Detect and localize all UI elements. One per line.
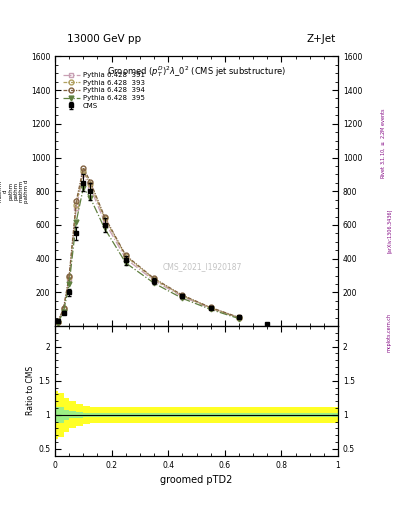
Pythia 6.428  394 — [180, 292, 185, 298]
Pythia 6.428  393 — [55, 319, 60, 325]
Pythia 6.428  393 — [152, 276, 156, 282]
Pythia 6.428  394 — [88, 179, 93, 185]
Pythia 6.428  391 — [123, 255, 128, 262]
Line: Pythia 6.428  391: Pythia 6.428 391 — [55, 172, 241, 325]
Pythia 6.428  393 — [74, 202, 79, 208]
Pythia 6.428  395 — [61, 309, 66, 315]
Pythia 6.428  395 — [88, 195, 93, 201]
Pythia 6.428  393 — [61, 306, 66, 312]
Y-axis label: Ratio to CMS: Ratio to CMS — [26, 367, 35, 415]
Pythia 6.428  391 — [61, 306, 66, 312]
Pythia 6.428  391 — [237, 315, 241, 321]
Pythia 6.428  393 — [81, 168, 86, 174]
Pythia 6.428  395 — [55, 319, 60, 326]
Pythia 6.428  394 — [55, 319, 60, 325]
Pythia 6.428  391 — [67, 276, 72, 282]
Pythia 6.428  394 — [102, 214, 107, 220]
Pythia 6.428  395 — [123, 260, 128, 266]
Text: CMS_2021_I1920187: CMS_2021_I1920187 — [162, 262, 242, 271]
Text: Z+Jet: Z+Jet — [307, 33, 336, 44]
Y-axis label: 1 /
mathrm
d$^2$N
/
mathrm
d
mathrm
d
pathm
pathm
mathrm
pathm d: 1 / mathrm d$^2$N / mathrm d mathrm d pa… — [0, 180, 29, 203]
Legend: Pythia 6.428  391, Pythia 6.428  393, Pythia 6.428  394, Pythia 6.428  395, CMS: Pythia 6.428 391, Pythia 6.428 393, Pyth… — [61, 71, 146, 110]
Pythia 6.428  394 — [81, 164, 86, 170]
Text: [arXiv:1306.3436]: [arXiv:1306.3436] — [387, 208, 391, 252]
Pythia 6.428  394 — [152, 275, 156, 282]
Pythia 6.428  393 — [208, 305, 213, 311]
Pythia 6.428  393 — [237, 315, 241, 321]
Pythia 6.428  393 — [123, 253, 128, 259]
Line: Pythia 6.428  394: Pythia 6.428 394 — [55, 165, 241, 325]
Pythia 6.428  391 — [152, 278, 156, 284]
Pythia 6.428  395 — [208, 306, 213, 312]
Pythia 6.428  394 — [61, 305, 66, 311]
Text: Rivet 3.1.10, $\geq$ 2.2M events: Rivet 3.1.10, $\geq$ 2.2M events — [379, 108, 387, 179]
Pythia 6.428  391 — [81, 172, 86, 178]
Pythia 6.428  394 — [123, 252, 128, 259]
Pythia 6.428  395 — [102, 225, 107, 231]
Line: Pythia 6.428  393: Pythia 6.428 393 — [55, 168, 241, 325]
Pythia 6.428  391 — [88, 185, 93, 191]
Pythia 6.428  395 — [67, 281, 72, 287]
Pythia 6.428  391 — [102, 219, 107, 225]
Pythia 6.428  395 — [81, 185, 86, 191]
Pythia 6.428  391 — [180, 293, 185, 300]
Pythia 6.428  394 — [67, 272, 72, 279]
Pythia 6.428  393 — [102, 215, 107, 221]
Pythia 6.428  394 — [74, 198, 79, 204]
Text: 13000 GeV pp: 13000 GeV pp — [67, 33, 141, 44]
Text: mcplots.cern.ch: mcplots.cern.ch — [387, 313, 391, 352]
Pythia 6.428  394 — [237, 314, 241, 321]
Pythia 6.428  393 — [67, 274, 72, 281]
Pythia 6.428  393 — [180, 293, 185, 299]
Pythia 6.428  391 — [208, 305, 213, 311]
Pythia 6.428  393 — [88, 181, 93, 187]
Pythia 6.428  395 — [180, 295, 185, 302]
Text: Groomed $(p_T^D)^2\lambda\_0^2$ (CMS jet substructure): Groomed $(p_T^D)^2\lambda\_0^2$ (CMS jet… — [107, 65, 286, 79]
Pythia 6.428  391 — [55, 319, 60, 325]
Line: Pythia 6.428  395: Pythia 6.428 395 — [55, 185, 241, 325]
Pythia 6.428  395 — [237, 315, 241, 322]
Pythia 6.428  395 — [152, 280, 156, 286]
Pythia 6.428  395 — [74, 219, 79, 225]
Pythia 6.428  391 — [74, 205, 79, 211]
X-axis label: groomed pTD2: groomed pTD2 — [160, 475, 233, 485]
Pythia 6.428  394 — [208, 304, 213, 310]
